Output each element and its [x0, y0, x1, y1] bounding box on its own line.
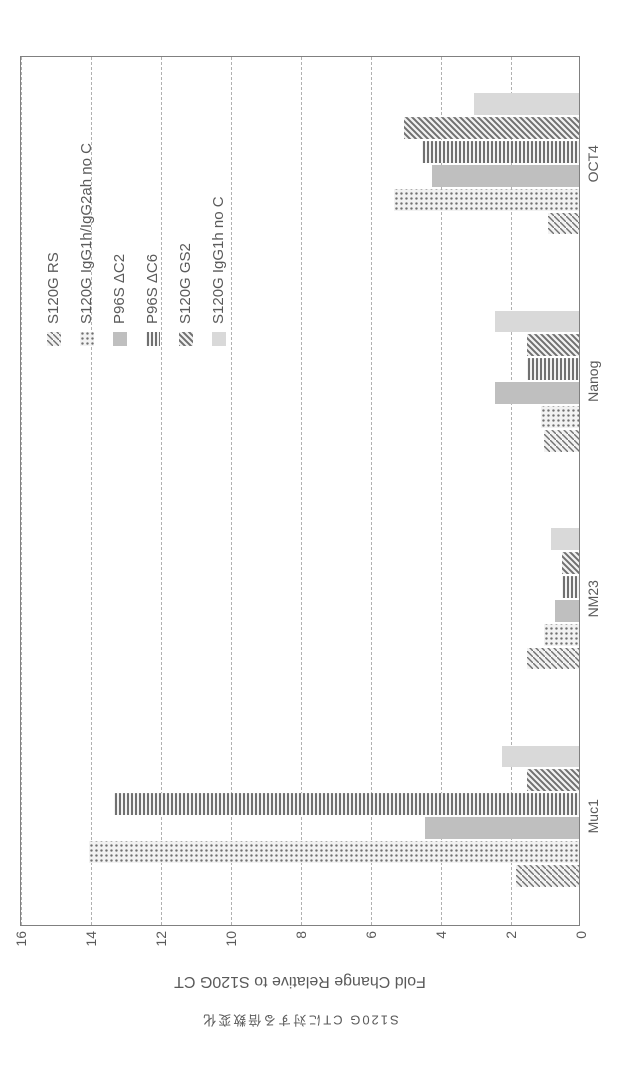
bar [114, 793, 580, 815]
legend-label: S120G IgG1h no C [210, 196, 227, 324]
category-label: Muc1 [579, 799, 601, 833]
legend-label: S120G GS2 [177, 243, 194, 324]
bar [404, 117, 579, 139]
gridline [21, 57, 22, 925]
legend-swatch [80, 332, 94, 346]
bar [562, 576, 580, 598]
bar [544, 430, 579, 452]
legend-item: P96S ΔC2 [111, 143, 128, 346]
bar [474, 93, 579, 115]
ytick-label: 10 [223, 925, 239, 947]
legend-label: S120G RS [45, 252, 62, 324]
bar [527, 769, 580, 791]
bar [555, 600, 580, 622]
ytick-label: 0 [573, 925, 589, 939]
bar [422, 141, 580, 163]
category-label: NM23 [579, 580, 601, 617]
bar [516, 865, 579, 887]
bar [495, 382, 579, 404]
ytick-label: 4 [433, 925, 449, 939]
y-axis-label: Fold Change Relative to S120G CT [174, 972, 426, 990]
legend-item: S120G IgG1h no C [210, 143, 227, 346]
legend-item: P96S ΔC6 [144, 143, 161, 346]
ytick-label: 8 [293, 925, 309, 939]
legend-item: S120G RS [45, 143, 62, 346]
ytick-label: 2 [503, 925, 519, 939]
bar [89, 841, 579, 863]
category-label: OCT4 [579, 145, 601, 182]
legend-item: S120G IgG1h/IgG2ah no C [78, 143, 95, 346]
legend-item: S120G GS2 [177, 143, 194, 346]
bar [562, 552, 580, 574]
legend-label: P96S ΔC6 [144, 254, 161, 324]
bar [527, 358, 580, 380]
bar [548, 213, 580, 235]
bar [502, 746, 579, 768]
legend-swatch [212, 332, 226, 346]
legend-label: S120G IgG1h/IgG2ah no C [78, 143, 95, 324]
bar [425, 817, 579, 839]
bar [527, 334, 580, 356]
bar [541, 406, 580, 428]
ytick-label: 14 [83, 925, 99, 947]
bar [495, 311, 579, 333]
category-label: Nanog [579, 361, 601, 402]
ytick-label: 6 [363, 925, 379, 939]
bar [432, 165, 579, 187]
bar [394, 189, 580, 211]
bar [527, 648, 580, 670]
secondary-title: S120G CTに対する倍数変化 [201, 1012, 398, 1031]
legend-swatch [113, 332, 127, 346]
legend-swatch [146, 332, 160, 346]
ytick-label: 16 [13, 925, 29, 947]
legend-swatch [47, 332, 61, 346]
legend-swatch [179, 332, 193, 346]
legend: S120G RS S120G IgG1h/IgG2ah no C P96S ΔC2 P… [45, 143, 243, 346]
ytick-label: 12 [153, 925, 169, 947]
bar [544, 624, 579, 646]
legend-label: P96S ΔC2 [111, 254, 128, 324]
bar [551, 528, 579, 550]
